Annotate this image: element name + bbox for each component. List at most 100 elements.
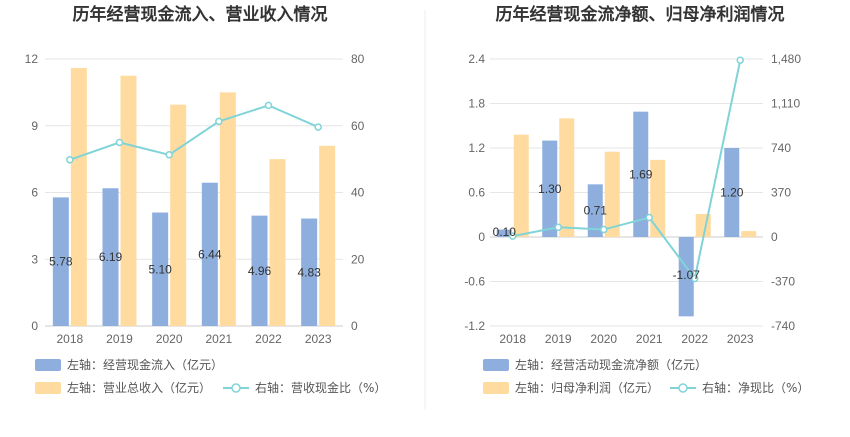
- bar-data-label: 4.83: [297, 265, 321, 279]
- bar-primary-2018: [496, 229, 512, 237]
- legend-swatch-secondary: [35, 382, 61, 394]
- x-axis-tick-label: 2023: [727, 332, 754, 346]
- x-axis-tick-label: 2021: [636, 332, 663, 346]
- right-axis-tick-label: 60: [351, 119, 365, 133]
- ratio-point-2020: [165, 151, 173, 159]
- chart-left: 0 3 6 9 12 0 20 40 60 80 2018 2019 2020 2021 2022 2023 5…: [25, 52, 387, 395]
- x-axis-tick-label: 2022: [681, 332, 708, 346]
- bar-secondary-2020: [170, 104, 187, 326]
- left-axis-tick-label: 3: [31, 252, 38, 266]
- ratio-line: [69, 104, 319, 161]
- bar-primary-2020: [152, 212, 169, 326]
- ratio-point-2023: [314, 123, 322, 131]
- right-axis-tick-label: -740: [771, 319, 795, 333]
- x-axis-tick-label: 2019: [106, 332, 133, 346]
- bar-secondary-2023: [741, 231, 757, 237]
- bar-secondary-2021: [650, 159, 666, 237]
- bar-secondary-2018: [70, 67, 87, 327]
- left-axis-tick-label: 1.8: [468, 97, 485, 111]
- legend-label-secondary: 左轴：营业总收入（亿元）: [67, 380, 211, 395]
- bar-primary-2019: [542, 140, 558, 237]
- bar-secondary-2023: [319, 145, 336, 326]
- left-axis-tick-label: 0: [31, 319, 38, 333]
- bar-secondary-2019: [559, 118, 575, 237]
- ratio-point-2021: [645, 213, 653, 222]
- x-axis-tick-label: 2020: [590, 332, 617, 346]
- bar-primary-2020: [587, 184, 603, 237]
- x-axis-tick-label: 2021: [205, 332, 232, 346]
- right-axis-tick-label: 80: [351, 52, 365, 66]
- ratio-line: [512, 59, 742, 281]
- left-axis-tick-label: -1.2: [464, 319, 485, 333]
- bar-data-label: 0.10: [493, 225, 517, 239]
- x-axis-tick-label: 2018: [56, 332, 83, 346]
- ratio-point-2023: [736, 56, 744, 64]
- bar-data-label: 1.20: [720, 186, 744, 200]
- bar-data-label: 6.44: [198, 247, 222, 261]
- bar-data-label: -1.07: [673, 268, 701, 282]
- left-axis-tick-label: 9: [31, 119, 38, 133]
- ratio-point-2022: [691, 274, 699, 283]
- bar-data-label: 1.69: [629, 167, 653, 181]
- right-axis-tick-label: 1,110: [771, 97, 800, 111]
- chart-title-left: 历年经营现金流入、营业收入情况: [73, 4, 328, 25]
- bar-secondary-2018: [513, 134, 529, 237]
- legend-swatch-secondary: [483, 382, 509, 394]
- bar-data-label: 5.78: [49, 255, 73, 269]
- ratio-point-2019: [554, 223, 562, 232]
- bar-primary-2019: [102, 188, 119, 326]
- legend-label-line: 右轴：营收现金比（%）: [255, 380, 386, 395]
- left-axis-tick-label: -0.6: [464, 275, 485, 289]
- bar-secondary-2020: [604, 151, 620, 237]
- right-axis-tick-label: -370: [771, 275, 795, 289]
- left-axis-tick-label: 6: [31, 186, 38, 200]
- bar-primary-2018: [52, 197, 69, 326]
- legend-swatch-line-marker: [231, 383, 241, 393]
- ratio-point-2019: [115, 138, 124, 147]
- bar-data-label: 5.10: [148, 262, 172, 276]
- ratio-point-2022: [264, 101, 273, 110]
- left-axis-tick-label: 0.6: [468, 186, 485, 200]
- bar-primary-2023: [301, 218, 318, 326]
- legend-label-secondary: 左轴：归母净利润（亿元）: [515, 380, 659, 395]
- legend-label-line: 右轴：净现比（%）: [702, 380, 809, 395]
- legend-swatch-line-marker: [678, 383, 688, 393]
- left-axis-tick-label: 2.4: [468, 52, 485, 66]
- x-axis-tick-label: 2020: [156, 332, 183, 346]
- legend-label-primary: 左轴：经营现金流入（亿元）: [67, 357, 223, 372]
- right-axis-tick-label: 20: [351, 252, 365, 266]
- ratio-point-2018: [509, 232, 517, 240]
- bar-secondary-2019: [120, 75, 137, 326]
- right-axis-tick-label: 0: [351, 319, 358, 333]
- right-axis-tick-label: 370: [771, 186, 791, 200]
- bar-primary-2021: [633, 111, 649, 237]
- chart-right: -1.2 -0.6 0 0.6 1.2 1.8 2.4 -740 -370 0 370 740 1,11…: [464, 52, 809, 395]
- bar-data-label: 4.96: [248, 264, 272, 278]
- right-axis-tick-label: 40: [351, 186, 365, 200]
- x-axis-tick-label: 2018: [499, 332, 526, 346]
- bar-primary-2022: [251, 215, 268, 326]
- right-axis-tick-label: 0: [771, 230, 778, 244]
- ratio-point-2021: [215, 117, 223, 126]
- bar-secondary-2021: [219, 92, 236, 326]
- legend-swatch-primary: [483, 359, 509, 371]
- x-axis-tick-label: 2022: [255, 332, 282, 346]
- right-axis-tick-label: 1,480: [771, 52, 801, 66]
- bar-data-label: 1.30: [538, 182, 562, 196]
- right-axis-tick-label: 740: [771, 141, 791, 155]
- bar-data-label: 0.71: [584, 204, 608, 218]
- bar-secondary-2022: [269, 159, 286, 326]
- ratio-point-2018: [66, 156, 74, 164]
- legend-label-primary: 左轴：经营活动现金流净额（亿元）: [515, 357, 707, 372]
- left-axis-tick-label: 1.2: [468, 141, 485, 155]
- bar-primary-2022: [678, 237, 694, 317]
- bar-data-label: 6.19: [99, 250, 123, 264]
- legend-swatch-primary: [35, 359, 61, 371]
- x-axis-tick-label: 2023: [305, 332, 332, 346]
- chart-title-right: 历年经营现金流净额、归母净利润情况: [496, 4, 785, 25]
- x-axis-tick-label: 2019: [545, 332, 572, 346]
- ratio-point-2020: [600, 225, 608, 234]
- bar-primary-2023: [724, 148, 740, 237]
- left-axis-tick-label: 12: [25, 52, 39, 66]
